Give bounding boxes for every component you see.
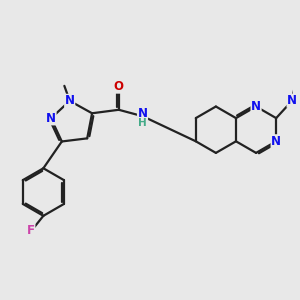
Text: N: N <box>46 112 56 125</box>
Text: O: O <box>114 80 124 93</box>
Text: H: H <box>138 118 147 128</box>
Text: N: N <box>137 107 148 120</box>
Text: F: F <box>27 224 35 236</box>
Text: N: N <box>65 94 75 107</box>
Text: N: N <box>271 135 281 148</box>
Text: N: N <box>287 94 297 107</box>
Text: N: N <box>251 100 261 113</box>
